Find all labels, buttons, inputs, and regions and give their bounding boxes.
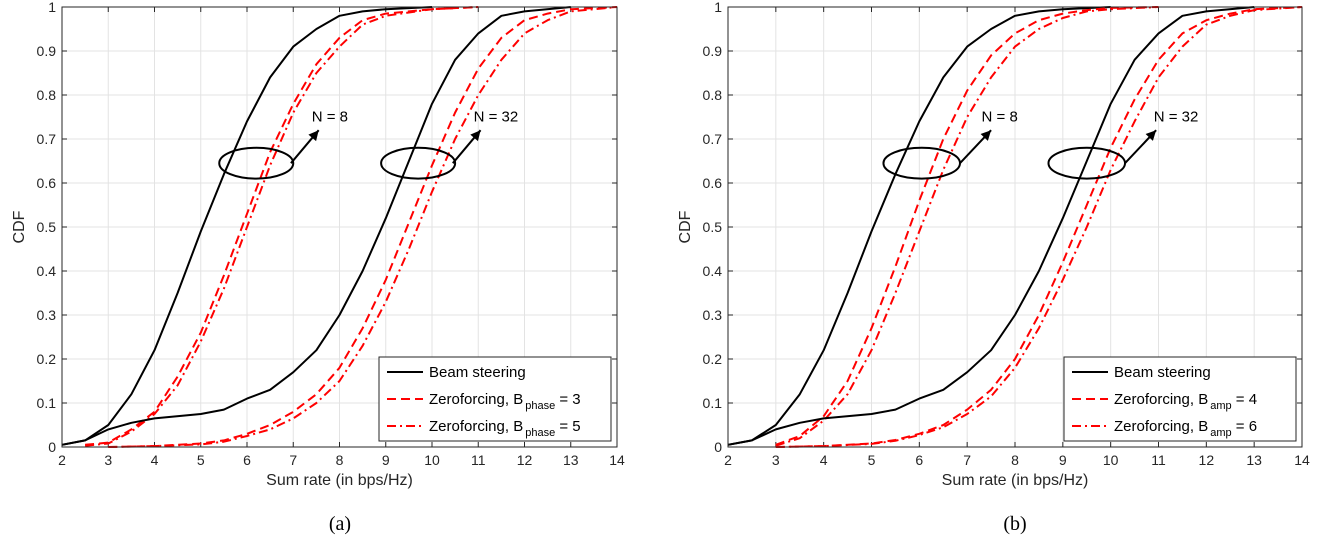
y-tick-label: 0.7 bbox=[703, 131, 723, 147]
series-line-dashed-n8 bbox=[775, 6, 1159, 446]
x-axis-label: Sum rate (in bps/Hz) bbox=[942, 472, 1089, 489]
x-tick-label: 11 bbox=[471, 452, 486, 468]
series-line-dashdot-n8 bbox=[85, 6, 479, 447]
x-tick-label: 7 bbox=[963, 452, 971, 468]
y-tick-label: 0.8 bbox=[37, 87, 57, 103]
x-tick-label: 13 bbox=[563, 452, 579, 468]
y-tick-label: 0.3 bbox=[703, 307, 723, 323]
x-tick-label: 12 bbox=[517, 452, 533, 468]
x-tick-label: 5 bbox=[197, 452, 205, 468]
y-tick-label: 1 bbox=[48, 0, 56, 15]
series-line-solid-n8 bbox=[727, 6, 1111, 446]
y-tick-label: 0.4 bbox=[703, 263, 723, 279]
arrow-head-icon bbox=[470, 130, 481, 142]
chart-panel-b: 2 3 4 5 6 7 8 9 10 11 12 13 14 0 0.1 0.2 0.3 0.4 0.5 0.6 0.7… bbox=[677, 0, 1310, 535]
x-tick-label: 2 bbox=[724, 452, 732, 468]
x-tick-label: 8 bbox=[1011, 452, 1019, 468]
y-tick-label: 0.7 bbox=[37, 131, 57, 147]
arrow-head-icon bbox=[1145, 130, 1157, 141]
y-tick-label: 0.9 bbox=[37, 43, 57, 59]
annotation-label: N = 32 bbox=[1154, 108, 1199, 125]
series-line-dashed-n32 bbox=[108, 6, 618, 448]
x-tick-label: 4 bbox=[151, 452, 159, 468]
y-tick-label: 0.5 bbox=[37, 219, 57, 235]
x-tick-label: 14 bbox=[609, 452, 625, 468]
series-line-solid-n32 bbox=[727, 6, 1255, 446]
series-line-dashdot-n32 bbox=[108, 6, 618, 448]
y-axis-label: CDF bbox=[11, 210, 28, 243]
y-tick-label: 0.6 bbox=[37, 175, 57, 191]
arrow-head-icon bbox=[308, 130, 319, 142]
x-tick-label: 5 bbox=[868, 452, 876, 468]
y-tick-label: 0.1 bbox=[703, 395, 723, 411]
annotation-label: N = 8 bbox=[312, 108, 348, 125]
y-tick-label: 0 bbox=[48, 439, 56, 455]
y-axis-label: CDF bbox=[677, 210, 694, 243]
y-tick-label: 0.2 bbox=[703, 351, 723, 367]
panel-caption: (a) bbox=[329, 513, 351, 535]
annotation-label: N = 32 bbox=[474, 108, 519, 125]
annotation-label: N = 8 bbox=[982, 108, 1018, 125]
series-line-solid-n32 bbox=[61, 6, 571, 446]
x-tick-label: 6 bbox=[915, 452, 923, 468]
x-tick-label: 7 bbox=[289, 452, 297, 468]
annotation-ellipse bbox=[218, 146, 295, 180]
x-tick-label: 6 bbox=[243, 452, 251, 468]
y-tick-label: 0 bbox=[714, 439, 722, 455]
series-line-solid-n8 bbox=[61, 6, 433, 446]
x-tick-label: 9 bbox=[382, 452, 390, 468]
y-tick-label: 0.9 bbox=[703, 43, 723, 59]
y-tick-label: 0.5 bbox=[703, 219, 723, 235]
legend-label: Beam steering bbox=[429, 364, 526, 381]
x-tick-label: 2 bbox=[58, 452, 66, 468]
y-tick-label: 0.4 bbox=[37, 263, 57, 279]
y-tick-label: 0.3 bbox=[37, 307, 57, 323]
x-tick-label: 8 bbox=[336, 452, 344, 468]
y-tick-label: 0.2 bbox=[37, 351, 57, 367]
y-tick-label: 0.8 bbox=[703, 87, 723, 103]
x-tick-label: 9 bbox=[1059, 452, 1067, 468]
x-tick-label: 3 bbox=[772, 452, 780, 468]
annotation-ellipse bbox=[1047, 146, 1127, 180]
x-tick-label: 3 bbox=[104, 452, 112, 468]
legend-label: Beam steering bbox=[1114, 364, 1211, 381]
x-tick-label: 13 bbox=[1246, 452, 1262, 468]
chart-panel-a: 2 3 4 5 6 7 8 9 10 11 12 13 14 0 0.1 0.2 0.3 0.4 0.5 0.6 0.7… bbox=[11, 0, 625, 535]
y-tick-label: 0.6 bbox=[703, 175, 723, 191]
series-line-dashed-n32 bbox=[775, 6, 1303, 448]
annotation-ellipse bbox=[380, 146, 457, 180]
x-tick-label: 14 bbox=[1294, 452, 1310, 468]
x-axis-label: Sum rate (in bps/Hz) bbox=[266, 472, 413, 489]
x-tick-label: 11 bbox=[1151, 452, 1166, 468]
x-tick-label: 12 bbox=[1199, 452, 1215, 468]
axes-frame bbox=[61, 6, 618, 448]
y-tick-label: 0.1 bbox=[37, 395, 57, 411]
x-tick-label: 10 bbox=[1103, 452, 1119, 468]
y-tick-label: 1 bbox=[714, 0, 722, 15]
panel-caption: (b) bbox=[1003, 513, 1026, 535]
axes-frame bbox=[727, 6, 1303, 448]
x-tick-label: 4 bbox=[820, 452, 828, 468]
series-line-dashdot-n8 bbox=[775, 6, 1159, 447]
series-line-dashdot-n32 bbox=[775, 6, 1303, 448]
arrow-head-icon bbox=[980, 130, 992, 141]
x-tick-label: 10 bbox=[424, 452, 440, 468]
